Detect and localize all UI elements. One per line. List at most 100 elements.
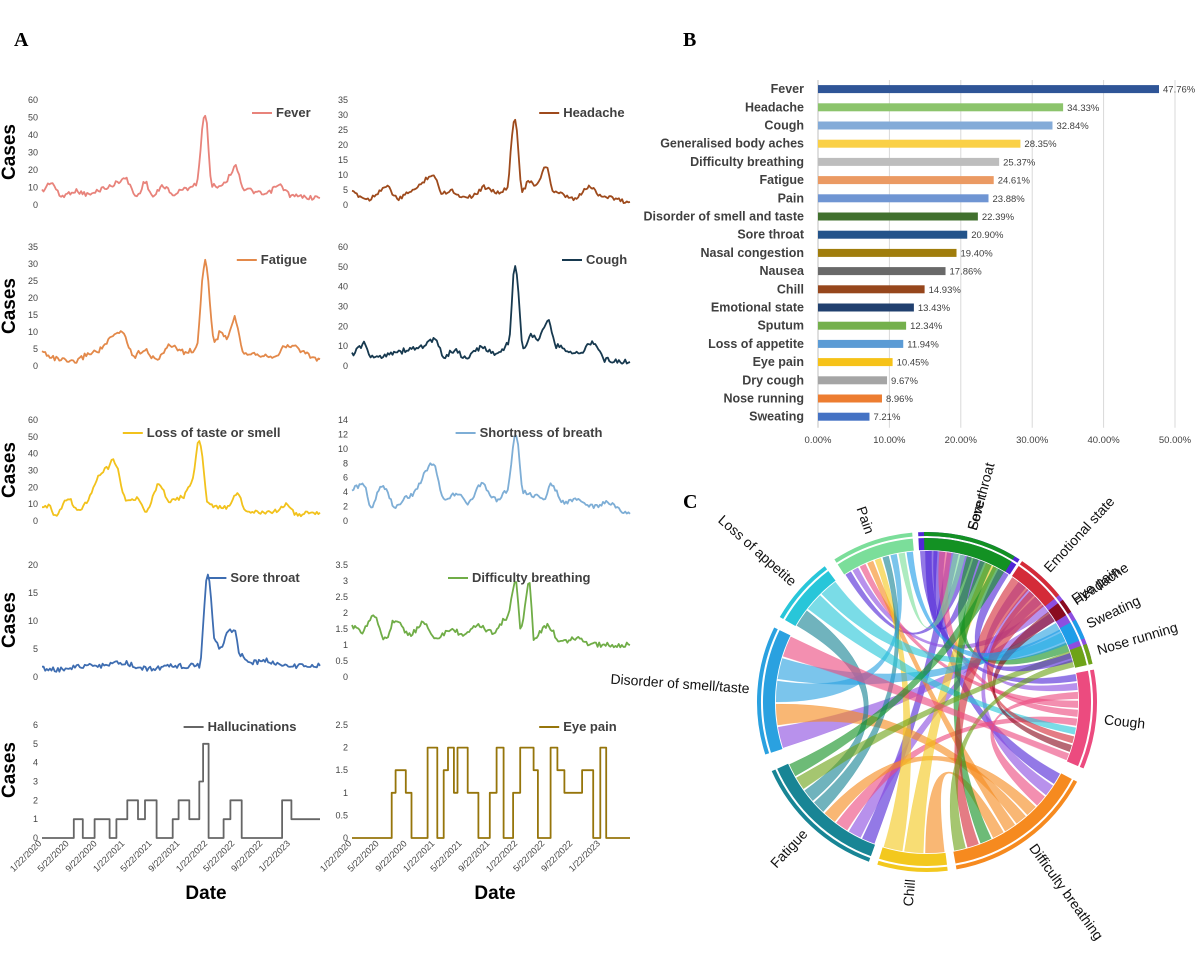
- bar-category-label: Headache: [745, 100, 804, 114]
- x-tick-label: 20.00%: [945, 435, 978, 446]
- chord-ribbon: [949, 659, 1075, 851]
- legend-label: Fatigue: [261, 252, 307, 267]
- chord-ribbon: [958, 556, 1070, 665]
- series-line-sore-throat: [42, 573, 321, 673]
- bar-value-label: 19.40%: [961, 248, 994, 259]
- legend-label: Difficulty breathing: [472, 570, 591, 585]
- chord-arc-disorder-of-smell-taste: [762, 630, 791, 753]
- legend-label: Sore throat: [230, 570, 300, 585]
- y-tick-label: 10: [28, 616, 38, 626]
- bar-value-label: 20.90%: [971, 230, 1004, 241]
- chord-arc-nose-running: [1069, 645, 1087, 668]
- bar-fatigue: [818, 176, 994, 185]
- x-axis-title: Date: [474, 883, 515, 904]
- y-tick-label: 8: [343, 458, 348, 468]
- y-tick-label: 20: [28, 560, 38, 570]
- y-tick-label: 10: [28, 327, 38, 337]
- x-tick-label: 30.00%: [1016, 435, 1049, 446]
- subplot-headache: 0 5 10 15 20 25 30 35 Headache: [338, 95, 631, 210]
- y-tick-label: 4: [343, 487, 348, 497]
- bar-category-label: Nasal congestion: [701, 246, 805, 260]
- y-tick-label: 50: [338, 262, 348, 272]
- chord-arc-emotional-state: [1012, 566, 1055, 607]
- bar-disorder-of-smell-and-taste: [818, 212, 978, 221]
- bar-category-label: Fatigue: [760, 173, 804, 187]
- y-tick-label: 10: [338, 170, 348, 180]
- bar-value-label: 22.39%: [982, 212, 1015, 223]
- y-tick-label: 0.5: [335, 810, 348, 820]
- y-axis-title: Cases: [0, 278, 20, 334]
- legend-label: Shortness of breath: [480, 425, 603, 440]
- y-tick-label: 35: [338, 95, 348, 105]
- y-tick-label: 30: [28, 148, 38, 158]
- subplot-fever: 0 10 20 30 40 50 60 Fever: [28, 95, 321, 210]
- y-tick-label: 30: [338, 302, 348, 312]
- panel-b-bar-chart: 0.00% 10.00% 20.00% 30.00% 40.00% 50.00% Fever…: [644, 80, 1196, 446]
- chord-label-cough: Cough: [1103, 711, 1146, 731]
- chord-outer-arc: [756, 627, 778, 755]
- bar-generalised-body-aches: [818, 139, 1021, 148]
- y-axis-title: Cases: [0, 742, 20, 798]
- y-tick-label: 0: [33, 833, 38, 843]
- bar-nasal-congestion: [818, 248, 957, 257]
- chord-ribbons: [775, 550, 1079, 854]
- x-axis-title: Date: [185, 883, 226, 904]
- chord-label-disorder-of-smell-taste: Disorder of smell/taste: [610, 671, 750, 697]
- bar-value-label: 34.33%: [1067, 103, 1100, 114]
- bar-value-label: 24.61%: [998, 176, 1031, 187]
- y-tick-label: 2: [343, 743, 348, 753]
- y-tick-label: 50: [28, 432, 38, 442]
- bar-category-label: Pain: [778, 191, 804, 205]
- bar-category-label: Eye pain: [753, 355, 804, 369]
- y-tick-label: 0: [343, 361, 348, 371]
- bar-nose-running: [818, 394, 882, 403]
- chord-arc-loss-of-appetite: [785, 571, 836, 626]
- y-tick-label: 35: [28, 242, 38, 252]
- chord-ribbon: [990, 691, 1079, 806]
- y-tick-label: 2.5: [335, 720, 348, 730]
- chord-ribbon: [925, 771, 1004, 854]
- chord-label-nose-running: Nose running: [1095, 619, 1179, 658]
- chord-ribbon: [974, 568, 1073, 672]
- x-tick-label: 40.00%: [1087, 435, 1120, 446]
- chord-arc-fatigue: [777, 763, 875, 857]
- y-tick-label: 25: [28, 276, 38, 286]
- chord-label-fatigue: Fatigue: [767, 826, 811, 871]
- chord-ribbon: [898, 552, 966, 629]
- bar-difficulty-breathing: [818, 157, 1000, 166]
- y-axis-title: Cases: [0, 592, 20, 648]
- bar-category-label: Disorder of smell and taste: [644, 210, 805, 224]
- y-tick-label: 2: [343, 502, 348, 512]
- y-tick-label: 0.5: [335, 656, 348, 666]
- chord-arc-sweating: [1059, 622, 1080, 646]
- bar-headache: [818, 103, 1064, 112]
- chord-outer-arc: [924, 531, 1015, 560]
- y-tick-label: 40: [338, 282, 348, 292]
- y-tick-label: 10: [28, 183, 38, 193]
- y-tick-label: 6: [33, 720, 38, 730]
- chord-arc-cough: [1066, 670, 1092, 767]
- y-tick-label: 5: [33, 644, 38, 654]
- y-tick-label: 20: [28, 293, 38, 303]
- chord-ribbon: [824, 755, 1036, 822]
- chord-arc-eye-pain: [1048, 603, 1067, 622]
- chord-label-eye-pain: Eye pain: [1068, 563, 1122, 607]
- y-tick-label: 60: [28, 415, 38, 425]
- y-tick-label: 1.5: [335, 765, 348, 775]
- y-tick-label: 5: [33, 344, 38, 354]
- chord-outer-arc: [834, 532, 913, 563]
- y-tick-label: 10: [338, 444, 348, 454]
- chord-arc-difficulty-breathing: [953, 773, 1072, 864]
- subplot-difficulty-breathing: 0 0.5 1 1.5 2 2.5 3 3.5 Difficulty breathing: [335, 560, 631, 682]
- y-tick-label: 60: [338, 242, 348, 252]
- bar-category-label: Nausea: [760, 264, 806, 278]
- bar-value-label: 10.45%: [897, 358, 930, 369]
- bar-category-label: Cough: [764, 119, 804, 133]
- y-tick-label: 1: [343, 640, 348, 650]
- chord-arc-chill: [879, 847, 947, 867]
- series-line-headache: [351, 118, 631, 204]
- bar-value-label: 23.88%: [993, 194, 1026, 205]
